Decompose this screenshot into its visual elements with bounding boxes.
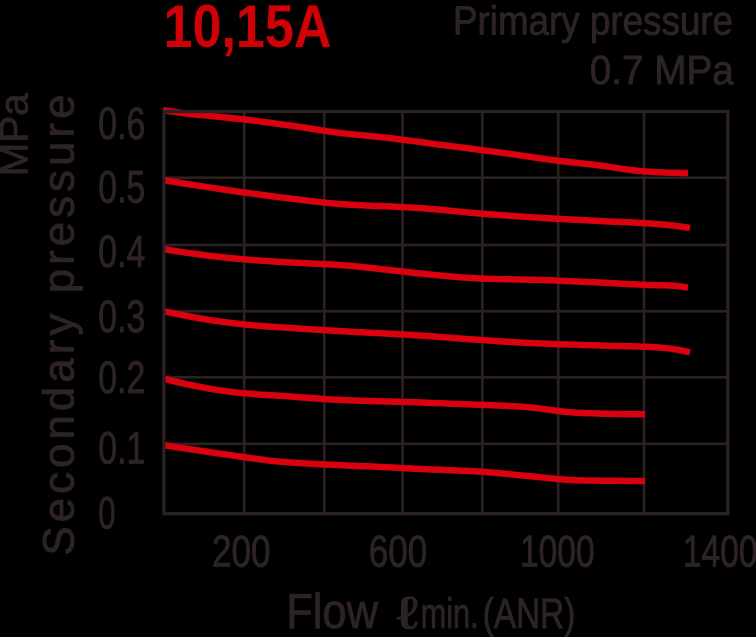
svg-text:0.7 MPa: 0.7 MPa (590, 47, 734, 93)
svg-text:ℓ: ℓ (397, 587, 419, 637)
svg-text:0.4: 0.4 (98, 226, 145, 277)
svg-text:(ANR): (ANR) (483, 591, 576, 637)
svg-text:Secondary pressure: Secondary pressure (35, 95, 83, 556)
svg-text:0.5: 0.5 (98, 161, 145, 212)
svg-text:MPa: MPa (0, 93, 37, 177)
svg-text:0.1: 0.1 (98, 422, 145, 473)
svg-text:min.: min. (421, 591, 479, 637)
svg-text:1400: 1400 (683, 528, 756, 577)
svg-text:Flow: Flow (286, 584, 378, 637)
svg-text:0.3: 0.3 (98, 291, 145, 342)
svg-text:Primary pressure: Primary pressure (453, 0, 733, 43)
svg-text:0.6: 0.6 (98, 98, 145, 149)
svg-text:10,15A: 10,15A (164, 0, 332, 60)
svg-text:0.2: 0.2 (98, 352, 145, 403)
svg-text:200: 200 (212, 528, 271, 577)
svg-text:600: 600 (369, 528, 428, 577)
svg-text:1000: 1000 (520, 528, 595, 577)
svg-text:0: 0 (98, 488, 115, 539)
